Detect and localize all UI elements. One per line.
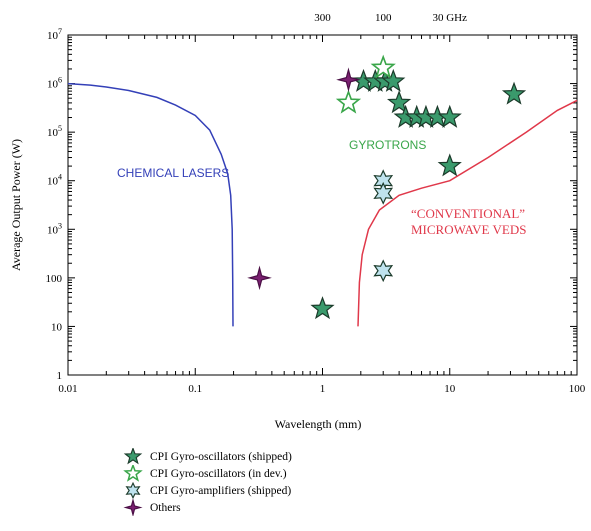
y-tick-label: 100 (46, 273, 63, 285)
data-points (247, 54, 527, 320)
legend-item: CPI Gyro-amplifiers (shipped) (122, 482, 292, 499)
data-point-marker (387, 90, 412, 114)
chart: 0.01 0.1 1 10 100 1 10 100 103 104 105 106 107 300 100… (9, 12, 586, 431)
legend-label: CPI Gyro-amplifiers (shipped) (150, 484, 292, 497)
data-point-marker (437, 153, 462, 177)
annotation-conventional: “CONVENTIONAL” (411, 206, 525, 221)
x-tick-label: 1 (320, 383, 326, 395)
tick-labels: 0.01 0.1 1 10 100 1 10 100 103 104 105 106 107 300 100… (46, 12, 586, 395)
curves (67, 82, 578, 327)
y-axis-label: Average Output Power (W) (9, 139, 23, 271)
y-tick-label: 105 (47, 124, 62, 139)
legend-label: CPI Gyro-oscillators (shipped) (150, 450, 292, 463)
data-point-marker (247, 265, 272, 291)
top-axis-tick-label: 300 (314, 12, 331, 24)
data-point-marker (310, 296, 335, 320)
x-tick-label: 10 (444, 383, 456, 395)
data-point-marker (335, 89, 362, 114)
data-point-marker (381, 68, 406, 92)
data-point-marker (373, 259, 394, 283)
plot-area (67, 34, 578, 376)
annotation-chemical-lasers: CHEMICAL LASERS (117, 166, 229, 180)
conventional-veds-curve (357, 99, 578, 327)
y-tick-label: 106 (47, 76, 62, 91)
data-point-marker (336, 67, 361, 93)
legend-star-four-icon (123, 499, 143, 516)
y-tick-label: 104 (47, 173, 62, 188)
legend-item: Others (122, 499, 292, 516)
x-tick-label: 100 (569, 383, 586, 395)
data-point-marker (370, 54, 396, 79)
annotation-gyrotrons: GYROTRONS (349, 138, 426, 152)
y-tick-label: 103 (47, 221, 62, 236)
chemical-lasers-curve (67, 82, 234, 327)
legend-label: Others (150, 501, 181, 514)
legend-star-outline-icon (123, 465, 143, 482)
axis-ticks (67, 35, 577, 376)
data-point-marker (373, 181, 394, 205)
legend-star-green-icon (123, 448, 143, 465)
top-axis-tick-label: 100 (375, 12, 392, 24)
data-point-marker (437, 104, 462, 128)
annotation-microwave-veds: MICROWAVE VEDS (411, 222, 526, 237)
legend-star-six-icon (125, 482, 141, 499)
legend-item: CPI Gyro-oscillators (shipped) (122, 448, 292, 465)
plot-frame (67, 34, 578, 376)
top-axis-tick-label: 30 GHz (432, 12, 467, 24)
x-axis-label: Wavelength (mm) (275, 417, 362, 431)
y-tick-label: 1 (57, 370, 63, 382)
legend: CPI Gyro-oscillators (shipped) CPI Gyro-… (122, 448, 292, 516)
legend-label: CPI Gyro-oscillators (in dev.) (150, 467, 287, 480)
y-tick-label: 10 (51, 321, 63, 333)
data-point-marker (501, 81, 527, 105)
x-tick-label: 0.01 (58, 383, 77, 395)
legend-item: CPI Gyro-oscillators (in dev.) (122, 465, 292, 482)
y-tick-label: 107 (47, 27, 62, 42)
x-tick-label: 0.1 (188, 383, 202, 395)
